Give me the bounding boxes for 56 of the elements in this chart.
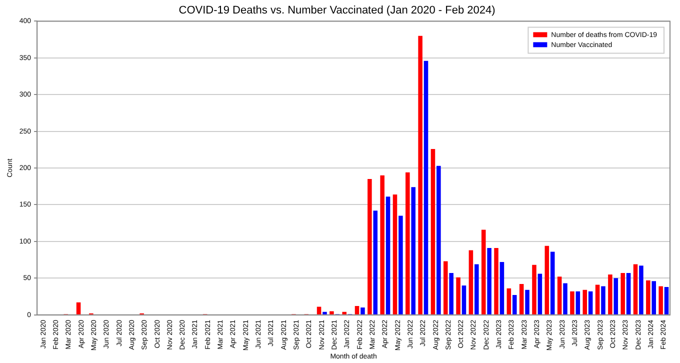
- bar: [532, 264, 536, 314]
- bar: [626, 273, 631, 314]
- bar: [449, 273, 454, 314]
- bar: [386, 196, 390, 314]
- bar: [468, 250, 474, 314]
- bar: [398, 216, 403, 314]
- bar: [406, 172, 410, 314]
- bar: [570, 291, 574, 314]
- bar: [436, 166, 441, 314]
- bar: [639, 266, 644, 314]
- bar: [601, 286, 606, 314]
- bar: [456, 277, 460, 314]
- bar: [620, 273, 625, 314]
- bar: [368, 179, 372, 314]
- bar: [633, 264, 638, 314]
- bar: [500, 262, 504, 314]
- bar: [430, 148, 436, 314]
- bar: [646, 280, 650, 314]
- bar: [462, 285, 466, 314]
- bar: [360, 308, 365, 314]
- bar: [512, 295, 517, 314]
- bar: [525, 290, 530, 314]
- bar: [380, 175, 384, 314]
- bar: [519, 284, 524, 314]
- bar: [664, 286, 669, 314]
- bar: [392, 194, 398, 314]
- bar: [342, 312, 346, 314]
- bar: [322, 312, 327, 314]
- bar: [658, 286, 663, 314]
- bar: [424, 60, 428, 314]
- chart-title: COVID-19 Deaths vs. Number Vaccinated (Jan 2020 - Feb 2024): [178, 4, 496, 17]
- bar: [544, 246, 550, 314]
- bar: [557, 276, 562, 314]
- bar: [330, 311, 334, 314]
- bar: [652, 281, 656, 314]
- bar: [443, 261, 448, 314]
- bar: [563, 283, 568, 314]
- bar: [418, 36, 422, 314]
- bar: [550, 252, 555, 314]
- bar: [582, 290, 588, 314]
- bar: [76, 302, 81, 314]
- bar: [354, 306, 360, 314]
- bar: [474, 264, 479, 314]
- bar: [373, 210, 378, 314]
- bar: [316, 306, 322, 314]
- bar: [588, 291, 593, 314]
- bar: [614, 278, 618, 314]
- bar: [576, 291, 580, 314]
- bar: [608, 274, 612, 314]
- bar: [538, 274, 542, 314]
- bar: [411, 187, 416, 314]
- bar: [595, 284, 600, 314]
- bar: [494, 248, 498, 314]
- bar: [481, 230, 486, 314]
- bar: [487, 248, 492, 314]
- bar: [506, 288, 512, 314]
